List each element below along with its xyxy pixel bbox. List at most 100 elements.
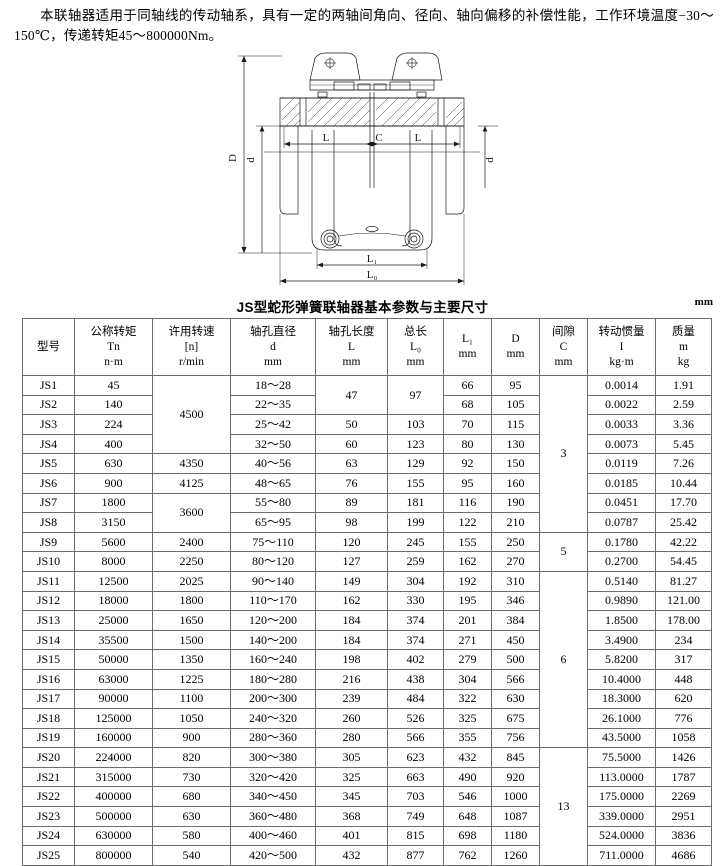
cell-bore-length: 260 bbox=[315, 708, 388, 729]
cell-allowable-speed: 820 bbox=[152, 747, 231, 768]
cell-model: JS9 bbox=[22, 531, 75, 553]
intro-text: 本联轴器适用于同轴线的传动轴系，具有一定的两轴间角向、径向、轴向偏移的补偿性能，… bbox=[14, 8, 714, 43]
cell-bore-length: 280 bbox=[315, 727, 388, 749]
table-row: JS25 800000 540 420～500 432 877 762 1260 711.000… bbox=[22, 845, 712, 866]
cell-length-l1: 355 bbox=[443, 727, 492, 749]
cell-bore-length: 184 bbox=[315, 610, 388, 631]
table-row: JS8 3150 65～95 98 199 122 210 0.0787 25.42 bbox=[22, 512, 712, 533]
cell-gap: 3 bbox=[539, 375, 588, 533]
cell-length-l1: 195 bbox=[443, 590, 492, 612]
cell-bore-length: 325 bbox=[315, 766, 388, 788]
cell-model: JS22 bbox=[22, 786, 75, 808]
cell-bore-diameter: 32～50 bbox=[230, 433, 316, 455]
cell-mass: 7.26 bbox=[655, 453, 712, 474]
cell-moment-of-inertia: 339.0000 bbox=[587, 806, 656, 827]
cell-mass: 42.22 bbox=[655, 531, 712, 553]
cell-model: JS16 bbox=[22, 668, 75, 690]
cell-bore-length: 184 bbox=[315, 629, 388, 651]
cell-total-length: 97 bbox=[387, 374, 444, 416]
cell-total-length: 123 bbox=[387, 433, 444, 455]
table-row: JS3 224 25～42 50 103 70 115 0.0033 3.36 bbox=[22, 414, 712, 435]
cell-bore-diameter: 420～500 bbox=[230, 845, 316, 866]
cell-nominal-torque: 45 bbox=[74, 375, 153, 396]
table-row: JS12 18000 1800 110～170 162 330 195 346 0.9890 12… bbox=[22, 590, 712, 612]
cell-mass: 81.27 bbox=[655, 570, 712, 592]
cell-bore-diameter: 340～450 bbox=[230, 786, 316, 808]
cell-length-l1: 66 bbox=[443, 375, 492, 396]
cell-outer-diameter: 150 bbox=[491, 453, 540, 474]
table-row: JS23 500000 630 360～480 368 749 648 1087 339.000… bbox=[22, 806, 712, 827]
cell-model: JS21 bbox=[22, 766, 75, 788]
column-header-5: 总长 L₀ mm bbox=[387, 318, 444, 376]
label-C: C bbox=[375, 132, 382, 144]
cell-outer-diameter: 1180 bbox=[491, 825, 540, 847]
cell-allowable-speed: 630 bbox=[152, 806, 231, 827]
cell-bore-diameter: 180～280 bbox=[230, 668, 316, 690]
cell-allowable-speed: 4125 bbox=[152, 472, 231, 494]
cell-model: JS2 bbox=[22, 394, 75, 416]
cell-moment-of-inertia: 18.3000 bbox=[587, 688, 656, 710]
cell-nominal-torque: 315000 bbox=[74, 766, 153, 788]
cell-bore-length: 162 bbox=[315, 590, 388, 612]
cell-bore-length: 63 bbox=[315, 453, 388, 474]
cell-outer-diameter: 450 bbox=[491, 629, 540, 651]
table-row: JS6 900 4125 48～65 76 155 95 160 0.0185 10.44 bbox=[22, 472, 712, 494]
cell-length-l1: 432 bbox=[443, 747, 492, 768]
cell-bore-length: 120 bbox=[315, 531, 388, 553]
cell-moment-of-inertia: 0.0119 bbox=[587, 453, 656, 474]
cell-length-l1: 698 bbox=[443, 825, 492, 847]
cell-allowable-speed: 1800 bbox=[152, 590, 231, 612]
cell-outer-diameter: 115 bbox=[491, 414, 540, 435]
table-row: JS5 630 4350 40～56 63 129 92 150 0.0119 7.26 bbox=[22, 453, 712, 474]
cell-allowable-speed: 1100 bbox=[152, 688, 231, 710]
cell-bore-diameter: 400～460 bbox=[230, 825, 316, 847]
cell-mass: 54.45 bbox=[655, 551, 712, 572]
cell-mass: 1.91 bbox=[655, 375, 712, 396]
table-row: JS22 400000 680 340～450 345 703 546 1000 175.000… bbox=[22, 786, 712, 808]
cell-nominal-torque: 12500 bbox=[74, 570, 153, 592]
cell-mass: 10.44 bbox=[655, 472, 712, 494]
cell-moment-of-inertia: 0.0451 bbox=[587, 492, 656, 514]
cell-moment-of-inertia: 0.1780 bbox=[587, 531, 656, 553]
cell-moment-of-inertia: 524.0000 bbox=[587, 825, 656, 847]
cell-model: JS24 bbox=[22, 825, 75, 847]
cell-moment-of-inertia: 0.5140 bbox=[587, 570, 656, 592]
column-header-3: 轴孔直径 d mm bbox=[230, 318, 316, 376]
cell-moment-of-inertia: 0.0022 bbox=[587, 394, 656, 416]
cell-model: JS12 bbox=[22, 590, 75, 612]
cell-bore-length: 149 bbox=[315, 570, 388, 592]
cell-bore-diameter: 120～200 bbox=[230, 610, 316, 631]
table-row: JS4 400 32～50 60 123 80 130 0.0073 5.45 bbox=[22, 433, 712, 455]
cell-model: JS6 bbox=[22, 472, 75, 494]
cell-mass: 1058 bbox=[655, 727, 712, 749]
cell-moment-of-inertia: 0.2700 bbox=[587, 551, 656, 572]
table-row: JS11 12500 2025 90～140 149 304 192 310 6 0.5140 81… bbox=[22, 570, 712, 749]
cell-mass: 2269 bbox=[655, 786, 712, 808]
cell-nominal-torque: 35500 bbox=[74, 629, 153, 651]
cell-outer-diameter: 384 bbox=[491, 610, 540, 631]
cell-model: JS5 bbox=[22, 453, 75, 474]
cell-allowable-speed: 730 bbox=[152, 766, 231, 788]
cell-length-l1: 279 bbox=[443, 649, 492, 670]
cell-bore-length: 305 bbox=[315, 747, 388, 768]
cell-mass: 620 bbox=[655, 688, 712, 710]
cell-mass: 5.45 bbox=[655, 433, 712, 455]
cell-bore-diameter: 48～65 bbox=[230, 472, 316, 494]
cell-model: JS23 bbox=[22, 806, 75, 827]
cell-bore-length: 127 bbox=[315, 551, 388, 572]
cell-moment-of-inertia: 0.0033 bbox=[587, 414, 656, 435]
cell-mass: 2951 bbox=[655, 806, 712, 827]
cell-mass: 17.70 bbox=[655, 492, 712, 514]
cell-moment-of-inertia: 1.8500 bbox=[587, 610, 656, 631]
label-L0: L₀ bbox=[367, 269, 378, 281]
cell-bore-diameter: 55～80 bbox=[230, 492, 316, 514]
cell-gap: 13 bbox=[539, 747, 588, 866]
cell-bore-diameter: 40～56 bbox=[230, 453, 316, 474]
cell-outer-diameter: 310 bbox=[491, 570, 540, 592]
cell-length-l1: 201 bbox=[443, 610, 492, 631]
table-row: JS21 315000 730 320～420 325 663 490 920 113.0000… bbox=[22, 766, 712, 788]
table-caption: JS型蛇形弹簧联轴器基本参数与主要尺寸 bbox=[236, 300, 489, 315]
